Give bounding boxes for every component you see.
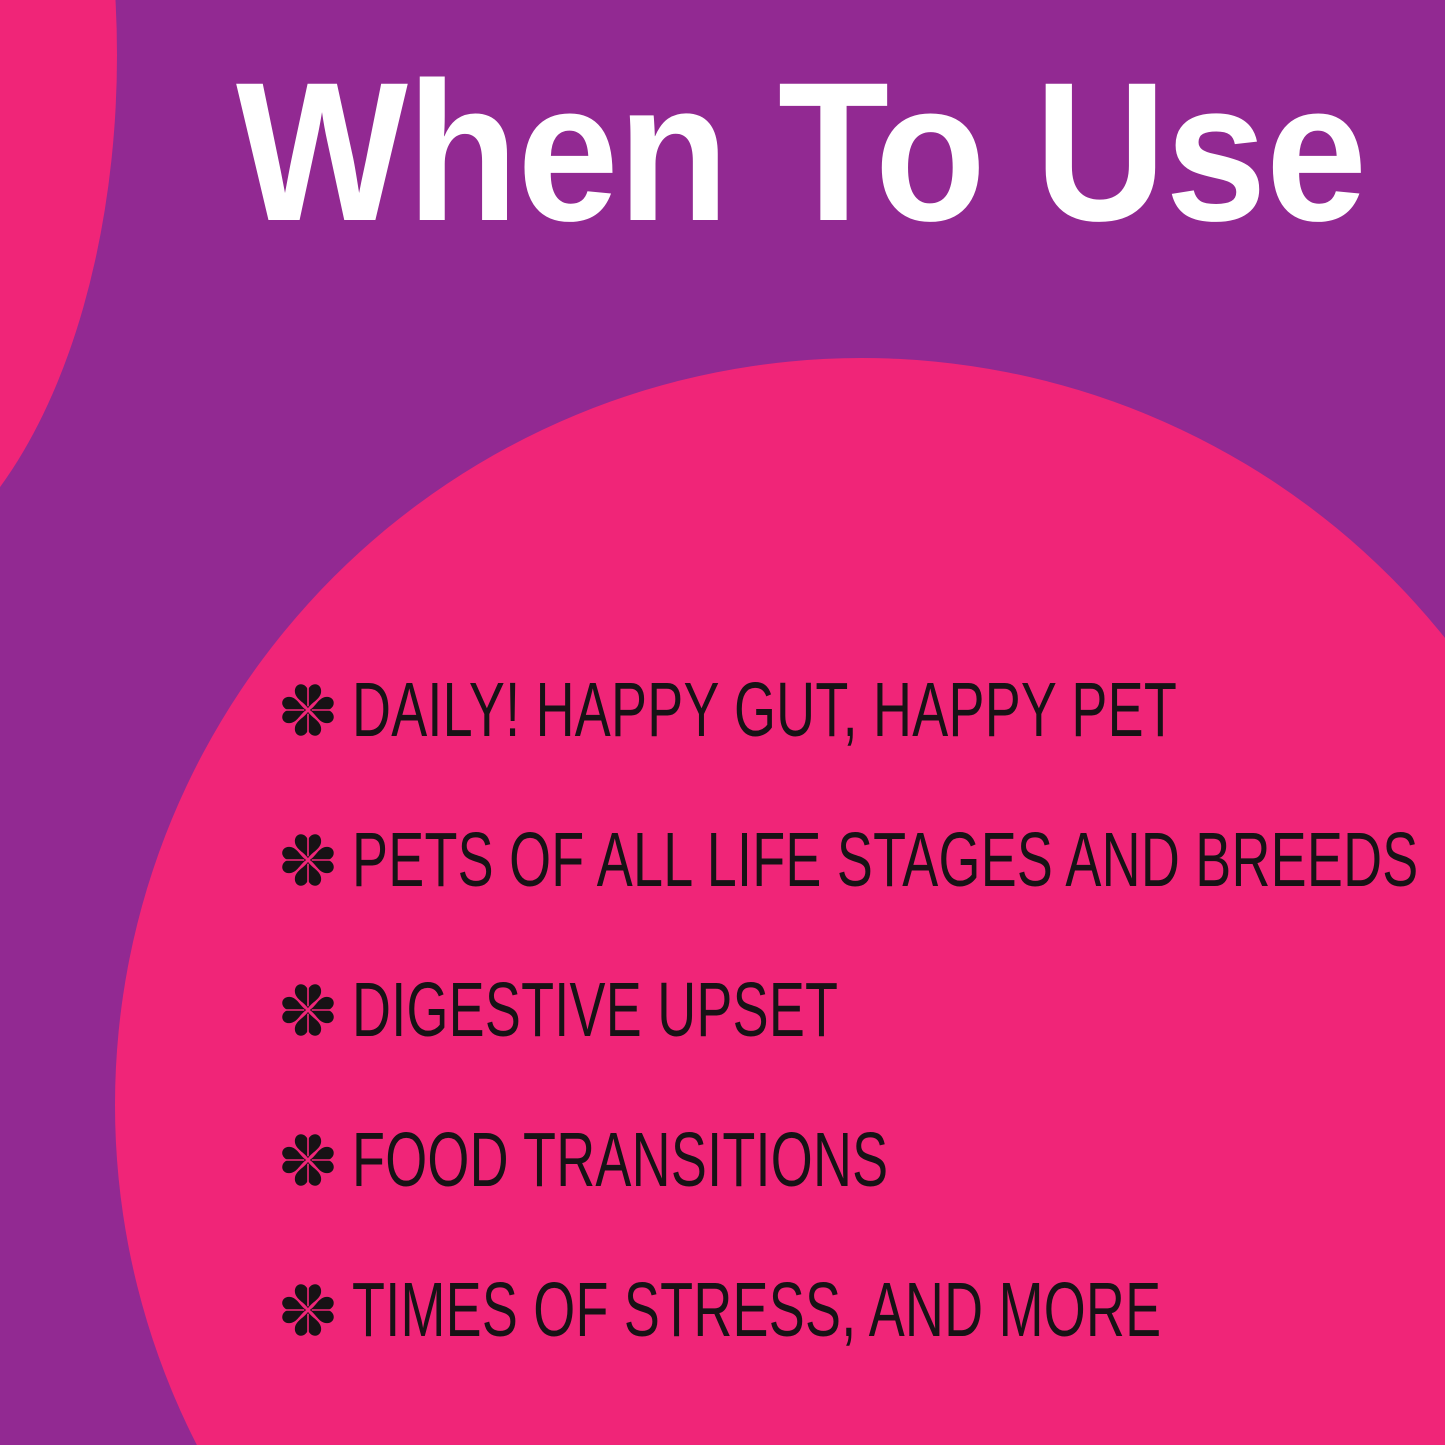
list-item: TIMES OF STRESS, AND MORE (277, 1267, 1445, 1353)
list-item-label: DAILY! HAPPY GUT, HAPPY PET (352, 667, 1178, 753)
list-item-label: TIMES OF STRESS, AND MORE (352, 1267, 1162, 1353)
list-item: DAILY! HAPPY GUT, HAPPY PET (277, 667, 1445, 753)
list-item: DIGESTIVE UPSET (277, 967, 1445, 1053)
when-to-use-list: DAILY! HAPPY GUT, HAPPY PET PETS OF ALL … (277, 667, 1445, 1429)
list-item-label: DIGESTIVE UPSET (352, 967, 839, 1053)
list-item-label: FOOD TRANSITIONS (352, 1117, 889, 1203)
list-item: FOOD TRANSITIONS (277, 1117, 1445, 1203)
four-petal-clover-icon (277, 1129, 339, 1191)
list-item-label: PETS OF ALL LIFE STAGES AND BREEDS (352, 817, 1419, 903)
top-left-pink-blob (0, 0, 117, 487)
main-pink-circle (115, 358, 1445, 1445)
four-petal-clover-icon (277, 679, 339, 741)
four-petal-clover-icon (277, 979, 339, 1041)
list-item: PETS OF ALL LIFE STAGES AND BREEDS (277, 817, 1445, 903)
four-petal-clover-icon (277, 829, 339, 891)
four-petal-clover-icon (277, 1279, 339, 1341)
page-title: When To Use (236, 41, 1367, 262)
